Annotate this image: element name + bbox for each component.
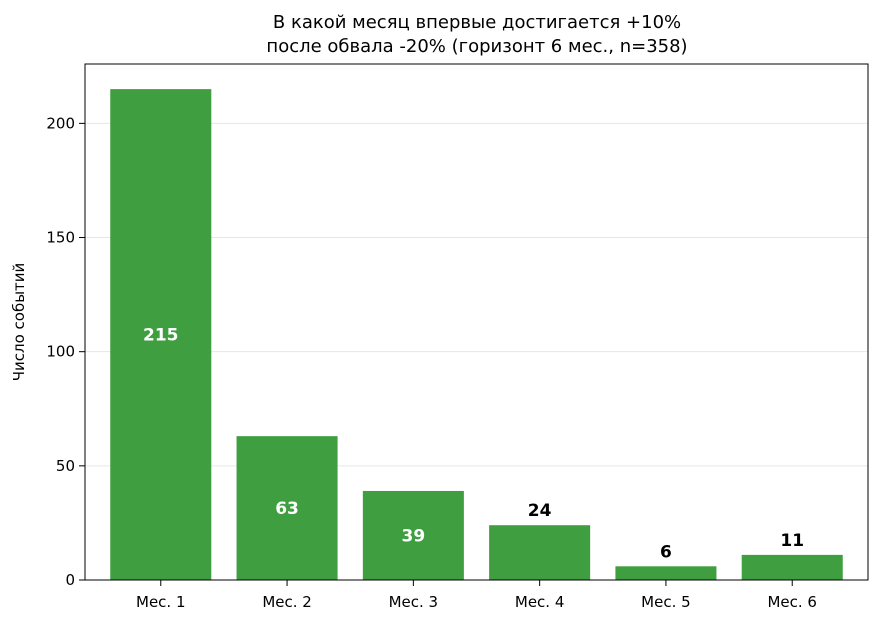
x-tick-label: Мес. 1 bbox=[136, 593, 186, 611]
data-labels: 215 63 39 24 6 11 bbox=[143, 326, 804, 563]
y-tick-label: 0 bbox=[65, 571, 75, 589]
y-tick-label: 100 bbox=[46, 343, 75, 361]
plot-frame bbox=[84, 63, 869, 581]
bar-6 bbox=[741, 554, 843, 580]
x-tick-label: Мес. 4 bbox=[515, 593, 565, 611]
data-label-4: 24 bbox=[528, 501, 552, 521]
bar-2 bbox=[236, 436, 338, 580]
data-label-5: 6 bbox=[660, 542, 672, 562]
bar-3 bbox=[362, 490, 464, 580]
x-tick-label: Мес. 5 bbox=[641, 593, 691, 611]
bar-5 bbox=[615, 566, 717, 580]
y-axis-label: Число событий bbox=[10, 263, 28, 382]
chart-title-line-2: после обвала -20% (горизонт 6 мес., n=35… bbox=[266, 36, 687, 57]
axis-ticks: 0 50 100 150 200 Мес. 1 Мес. 2 Мес. 3 Мес. 4 Мес.… bbox=[46, 114, 817, 611]
bars bbox=[110, 89, 843, 580]
y-tick-label: 150 bbox=[46, 229, 75, 247]
chart-title-line-1: В какой месяц впервые достигается +10% bbox=[273, 12, 681, 33]
data-label-3: 39 bbox=[402, 526, 426, 546]
bar-4 bbox=[489, 525, 591, 580]
x-tick-label: Мес. 3 bbox=[389, 593, 439, 611]
data-label-6: 11 bbox=[780, 531, 804, 551]
x-tick-label: Мес. 2 bbox=[262, 593, 312, 611]
y-tick-label: 50 bbox=[56, 457, 75, 475]
x-tick-label: Мес. 6 bbox=[767, 593, 817, 611]
y-tick-label: 200 bbox=[46, 114, 75, 132]
data-label-1: 215 bbox=[143, 326, 179, 346]
bar-1 bbox=[110, 89, 212, 580]
data-label-2: 63 bbox=[275, 499, 299, 519]
